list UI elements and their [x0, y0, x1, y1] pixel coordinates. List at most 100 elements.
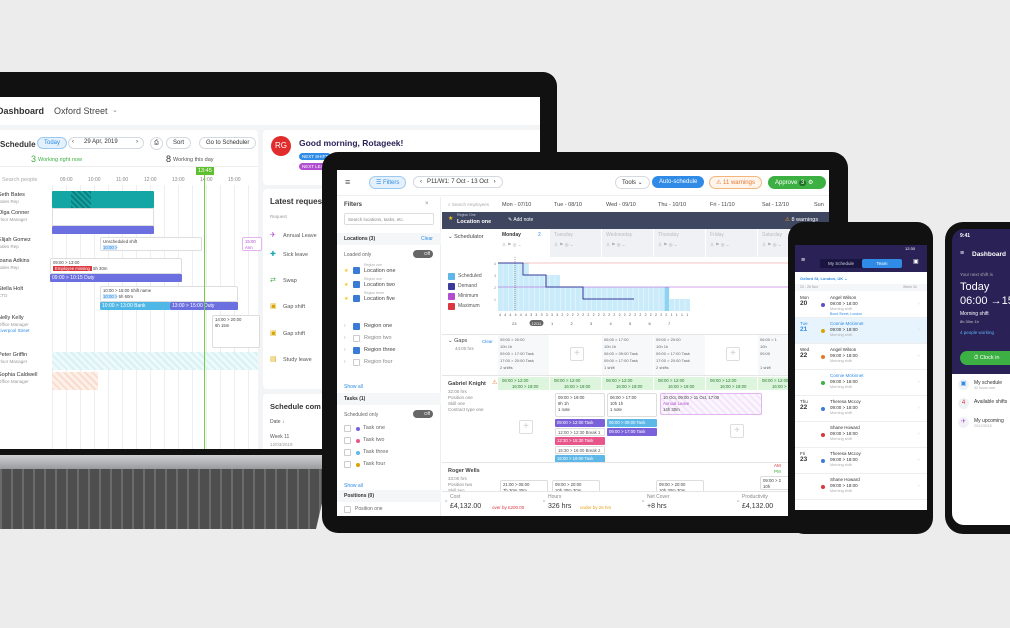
task-checkbox[interactable]: [344, 425, 351, 432]
person-name[interactable]: Elijah Gomez: [0, 237, 31, 243]
shift-list-item[interactable]: Thu 22 Theresa Mccoy 09:00 > 18:00 Morning s…: [795, 396, 927, 422]
shift-list-item[interactable]: Fri 23 Theresa Mccoy 09:00 > 18:00 Morning s…: [795, 448, 927, 474]
tab-team[interactable]: Team: [862, 259, 902, 268]
annual-leave-block[interactable]: 10 Oct, 09:00 > 11 Oct, 17:00 Annual Leav…: [660, 393, 762, 415]
person-name[interactable]: Stella Holt: [0, 286, 24, 292]
monday-note-count[interactable]: 2: [538, 232, 541, 238]
show-all-regions-link[interactable]: Show all: [344, 384, 363, 390]
sophia-shift-pattern[interactable]: [52, 372, 98, 390]
position-one-checkbox[interactable]: [344, 506, 351, 513]
tools-button[interactable]: Tools ⌄: [615, 176, 650, 189]
gap-cell[interactable]: [498, 335, 549, 375]
add-note-button[interactable]: ✎ Add note: [508, 217, 534, 223]
auto-schedule-button[interactable]: Auto-schedule: [652, 176, 705, 188]
request-item[interactable]: Gap shift: [283, 304, 306, 310]
dashboard-item[interactable]: My upcoming: [974, 418, 1004, 424]
date-sort-header[interactable]: Date ↓: [270, 419, 285, 425]
expand-icon[interactable]: ^: [642, 500, 645, 506]
gap-cell[interactable]: [654, 335, 705, 375]
day-counts[interactable]: ♙ ⚑ ◎ ⌄: [658, 242, 678, 247]
day-header[interactable]: Thu - 10/10: [658, 202, 687, 208]
menu-icon[interactable]: ≡: [960, 250, 965, 257]
go-to-scheduler-button[interactable]: Go to Scheduler: [199, 137, 257, 149]
day-header[interactable]: Sun: [814, 202, 824, 208]
dashboard-item[interactable]: Available shifts: [974, 399, 1008, 405]
ioana-shift[interactable]: 09:00 > 13:00 Employee missing 5h 30m: [50, 258, 182, 274]
location-warnings[interactable]: ⚠ 8 warnings: [785, 217, 818, 223]
day-header[interactable]: Wed - 09/10: [606, 202, 636, 208]
request-item[interactable]: Sick leave: [283, 252, 309, 258]
shift-list-item[interactable]: Connie Mckinnet 09:00 > 18:00 Morning shif…: [795, 370, 927, 396]
location-checkbox[interactable]: [353, 295, 360, 302]
task-block[interactable]: 06:00 > 09:00 Task: [607, 419, 657, 427]
unscheduled-shift[interactable]: Unscheduled shift 10:00 >: [100, 237, 202, 251]
dashboard-item[interactable]: My schedule: [974, 380, 1003, 386]
tasks-section-header[interactable]: Tasks (1): [337, 393, 441, 405]
day-header[interactable]: Fri - 11/10: [710, 202, 735, 208]
day-header[interactable]: Sat - 12/10: [762, 202, 789, 208]
add-shift-button[interactable]: +: [519, 420, 533, 434]
employee-name[interactable]: Gabriel Knight: [448, 381, 486, 387]
locations-section-header[interactable]: Locations (3) Clear: [337, 233, 441, 245]
location-selector[interactable]: Oxford St, London, UK ⌄: [800, 276, 848, 281]
shift-ann[interactable]: 15:00 Ann: [242, 237, 262, 251]
add-gap-button[interactable]: +: [570, 347, 584, 361]
bank-bar[interactable]: 10:00 > 13:00 Bank: [100, 302, 170, 310]
print-icon[interactable]: ⎙: [150, 137, 163, 150]
region-checkbox[interactable]: [353, 359, 360, 366]
clear-locations-link[interactable]: Clear: [421, 236, 433, 242]
menu-icon[interactable]: ≡: [801, 257, 806, 264]
chevron-right-icon[interactable]: ›: [344, 347, 346, 353]
employee-name[interactable]: Roger Wells: [448, 468, 480, 474]
day-counts[interactable]: ♙ ⚑ ◎ ⌄: [606, 242, 626, 247]
close-icon[interactable]: ×: [425, 201, 429, 207]
day-counts[interactable]: ♙ ⚑ ◎ ⌄: [554, 242, 574, 247]
shift-list-item[interactable]: Mon 20 Angel Wilson 09:00 > 18:00 Morning sh…: [795, 292, 927, 318]
day-header[interactable]: Mon - 07/10: [502, 202, 532, 208]
period-selector[interactable]: ‹ P11/W1: 7 Oct - 13 Oct ›: [413, 176, 503, 188]
shift-list-item[interactable]: Wed 22 Angel Wilson 09:00 > 18:00 Morning sh…: [795, 344, 927, 370]
next-leave-badge[interactable]: NEXT LEAVE: [299, 163, 333, 170]
region-checkbox[interactable]: [353, 335, 360, 342]
legend-checkbox[interactable]: [448, 303, 455, 310]
date-picker[interactable]: [68, 137, 144, 149]
ioana-duty-bar[interactable]: 09:00 > 10:15 Duty: [50, 274, 182, 282]
task-checkbox[interactable]: [344, 461, 351, 468]
task-block[interactable]: 12:30 > 15:30 Task: [555, 437, 605, 445]
task-block[interactable]: 09:00 > 17:00 Task: [607, 428, 657, 436]
request-item[interactable]: Annual Leave: [283, 233, 317, 239]
next-day-icon[interactable]: ›: [136, 139, 138, 145]
region-checkbox[interactable]: [353, 347, 360, 354]
people-working-link[interactable]: 4 people working: [960, 330, 995, 335]
task-checkbox[interactable]: [344, 437, 351, 444]
person-name[interactable]: Olga Conner: [0, 210, 30, 216]
shift-list-item[interactable]: Tue 21 Connie Mckinnet 09:00 > 18:00 Morning…: [795, 318, 927, 344]
location-checkbox[interactable]: [353, 267, 360, 274]
shift-bar-olga-duty[interactable]: [52, 226, 154, 234]
tab-my-schedule[interactable]: My Schedule: [828, 261, 855, 266]
chevron-right-icon[interactable]: ›: [344, 335, 346, 341]
search-employees-input[interactable]: ⌕ Search employees: [448, 202, 490, 207]
approve-button[interactable]: Approve 3 ⚙: [768, 176, 826, 189]
gabriel-tue-shift[interactable]: 09:00 > 19:00 9h 1h 1 note: [555, 393, 605, 417]
request-item[interactable]: Swap: [283, 278, 297, 284]
region-checkbox[interactable]: [353, 323, 360, 330]
add-gap-button[interactable]: +: [726, 347, 740, 361]
day-counts[interactable]: ♙ ⚑ ◎ ⌄: [502, 242, 522, 247]
legend-checkbox[interactable]: [448, 293, 455, 300]
sort-button[interactable]: Sort: [166, 137, 192, 149]
gabriel-wed-shift[interactable]: 06:00 > 17:00 10h 1h 1 note: [607, 393, 657, 417]
filters-button[interactable]: ☰ Filters: [369, 176, 407, 189]
person-name[interactable]: Ioana Adkins: [0, 258, 30, 264]
menu-icon[interactable]: ≡: [345, 177, 351, 187]
shift-bar-seth[interactable]: [52, 191, 154, 208]
person-name[interactable]: Seth Bates: [0, 192, 25, 198]
task-block[interactable]: 12:00 > 12:30 Break 1: [555, 428, 605, 436]
filter-search-input[interactable]: Search locations, tasks, etc.: [344, 213, 434, 225]
nelly-shift[interactable]: 14:00 > 20:00 6h 15m: [212, 315, 260, 348]
shift-list-item[interactable]: Shane Howard 09:00 > 18:00 Morning shift ›: [795, 474, 927, 500]
location-dropdown[interactable]: Oxford Street: [54, 106, 108, 116]
shift-list-item[interactable]: Shane Howard 09:00 > 18:00 Morning shift ›: [795, 422, 927, 448]
task-block[interactable]: 16:00 > 19:00 Task: [555, 455, 605, 463]
